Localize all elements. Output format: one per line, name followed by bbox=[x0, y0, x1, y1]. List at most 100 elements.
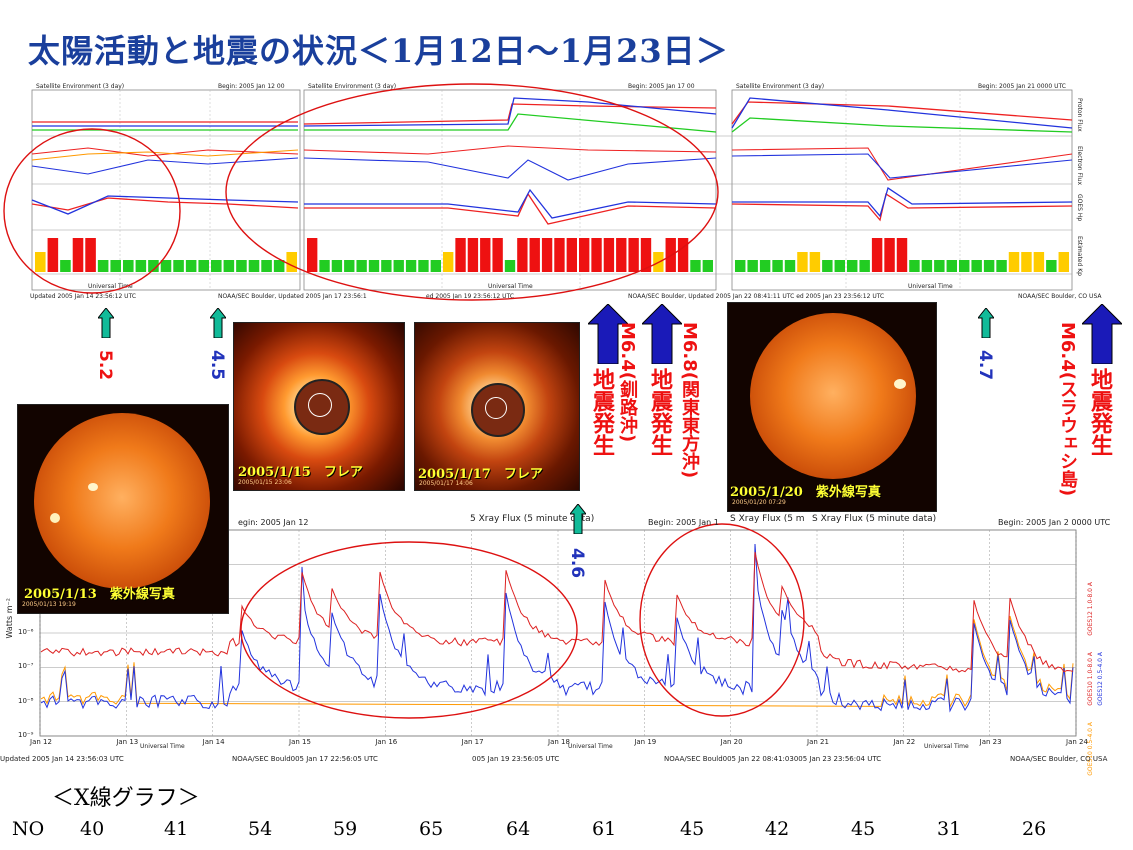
xray-series-long bbox=[40, 551, 1074, 673]
sat-xaxis-2: Universal Time bbox=[488, 283, 533, 290]
kp-bar bbox=[896, 238, 908, 272]
sun-outline-icon bbox=[485, 397, 507, 419]
kp-bar bbox=[286, 252, 297, 272]
no-value: 61 bbox=[592, 818, 617, 840]
xray-x-tick: Jan 17 bbox=[461, 738, 484, 746]
kp-bar bbox=[368, 260, 380, 272]
kp-bar bbox=[702, 260, 713, 272]
sat-xaxis-1: Universal Time bbox=[88, 283, 133, 290]
kp-bar bbox=[579, 238, 590, 272]
kp-bar bbox=[148, 260, 159, 272]
kp-bar bbox=[492, 238, 503, 272]
legend-goes12-long: GOES12 1.0-8.0 A bbox=[1087, 582, 1094, 636]
sat-header-left-3: Satellite Environment (3 day) bbox=[736, 83, 825, 90]
sat-xaxis-3: Universal Time bbox=[908, 283, 953, 290]
ellipse-jan12 bbox=[3, 128, 181, 294]
kp-bar bbox=[822, 260, 833, 272]
kp-bar bbox=[393, 260, 404, 272]
kp-bar bbox=[72, 238, 84, 272]
quake-2-label: 地震発生 bbox=[647, 368, 672, 456]
no-value: 31 bbox=[937, 818, 962, 840]
kp-bar bbox=[110, 260, 121, 272]
photo-stamp-jan13: 2005/01/13 19:19 bbox=[22, 601, 76, 608]
quake-1-magnitude: M6.4(釧路沖) bbox=[617, 322, 638, 443]
kp-bar bbox=[566, 238, 577, 272]
sun-disc bbox=[34, 413, 210, 589]
kp-bar bbox=[591, 238, 602, 272]
sat-header-begin-2: Begin: 2005 Jan 17 00 bbox=[628, 83, 695, 90]
kp-bar bbox=[971, 260, 982, 272]
kp-bar bbox=[690, 260, 701, 272]
kp-bar bbox=[871, 238, 883, 272]
kp-bar bbox=[135, 260, 147, 272]
kp-bar bbox=[784, 260, 796, 272]
kp-bar bbox=[921, 260, 933, 272]
kp-bar bbox=[809, 252, 821, 272]
kp-bar bbox=[616, 238, 627, 272]
xray-x-tick: Jan 20 bbox=[720, 738, 743, 746]
sat-footer-4: NOAA/SEC Boulder, Updated 2005 Jan 22 08… bbox=[628, 293, 885, 300]
photo-caption-jan15: 2005/1/15 フレア bbox=[238, 465, 363, 480]
no-value: 64 bbox=[506, 818, 531, 840]
arrow-up-icon bbox=[208, 307, 228, 342]
kp-bar bbox=[123, 260, 134, 272]
kp-bar bbox=[97, 260, 109, 272]
magnitude-4-7: 4.7 bbox=[975, 350, 995, 381]
kp-bar bbox=[160, 260, 172, 272]
kp-bar bbox=[859, 260, 870, 272]
magnitude-4-5: 4.5 bbox=[207, 350, 227, 381]
no-value: 65 bbox=[419, 818, 444, 840]
kp-bar bbox=[185, 260, 197, 272]
sun-disc bbox=[750, 313, 916, 479]
kp-bar bbox=[211, 260, 222, 272]
kp-bar bbox=[504, 260, 516, 272]
xray-x-tick: Jan 13 bbox=[116, 738, 139, 746]
sat-footer-3: ed 2005 Jan 19 23:56:12 UTC bbox=[426, 293, 515, 300]
photo-uv-jan13: 2005/1/13 紫外線写真 2005/01/13 19:19 bbox=[17, 404, 229, 614]
xray-y-tick: 10⁻⁶ bbox=[18, 628, 34, 636]
xray-x-tick: Jan 19 bbox=[634, 738, 657, 746]
ellipse-jan15-19 bbox=[225, 83, 719, 301]
kp-bar bbox=[418, 260, 429, 272]
kp-bar bbox=[772, 260, 783, 272]
xray-x-tick: Jan 24 bbox=[1066, 738, 1088, 746]
xray-header-6: Begin: 2005 Jan 2 0000 UTC bbox=[998, 518, 1111, 527]
sunspot-bright bbox=[894, 379, 906, 389]
kp-bar bbox=[480, 238, 491, 272]
xray-y-tick: 10⁻⁷ bbox=[18, 662, 34, 671]
photo-caption-jan17: 2005/1/17 フレア bbox=[418, 467, 543, 482]
ellipse-jan15-17 bbox=[240, 541, 578, 719]
xray-series-goes10-short bbox=[40, 615, 1074, 709]
kp-bar bbox=[248, 260, 260, 272]
sat-header-begin-1: Begin: 2005 Jan 12 00 bbox=[218, 83, 285, 90]
kp-bar bbox=[236, 260, 247, 272]
no-value: 54 bbox=[248, 818, 273, 840]
sat-footer-5: NOAA/SEC Boulder, CO USA bbox=[1018, 293, 1102, 300]
kp-bar bbox=[959, 260, 970, 272]
sat-footer-1: Updated 2005 Jan 14 23:56:12 UTC bbox=[30, 293, 137, 300]
kp-bar bbox=[356, 260, 367, 272]
kp-bar bbox=[517, 238, 528, 272]
xray-footer-3: 005 Jan 19 23:56:05 UTC bbox=[472, 755, 560, 763]
kp-bar bbox=[1033, 252, 1045, 272]
kp-bar bbox=[331, 260, 343, 272]
kp-bar bbox=[455, 238, 466, 272]
xray-x-tick: Jan 22 bbox=[893, 738, 916, 746]
quake-arrow-icon bbox=[1080, 303, 1124, 368]
kp-bar bbox=[934, 260, 945, 272]
kp-bar bbox=[996, 260, 1007, 272]
sunspot-bright bbox=[50, 513, 60, 523]
photo-caption-jan20: 2005/1/20 紫外線写真 bbox=[730, 485, 881, 500]
magnitude-4-6: 4.6 bbox=[567, 548, 587, 579]
kp-bar bbox=[554, 238, 565, 272]
label-goes-hp: GOES Hp bbox=[1076, 194, 1083, 222]
xray-x-tick: Jan 21 bbox=[807, 738, 829, 746]
kp-bar bbox=[319, 260, 330, 272]
kp-bar bbox=[47, 238, 59, 272]
arrow-up-icon bbox=[568, 503, 588, 538]
photo-stamp-jan15: 2005/01/15 23:06 bbox=[238, 479, 292, 486]
sat-header-left-2: Satellite Environment (3 day) bbox=[308, 83, 397, 90]
kp-bar bbox=[759, 260, 771, 272]
no-value: 40 bbox=[80, 818, 105, 840]
kp-bar bbox=[946, 260, 957, 272]
